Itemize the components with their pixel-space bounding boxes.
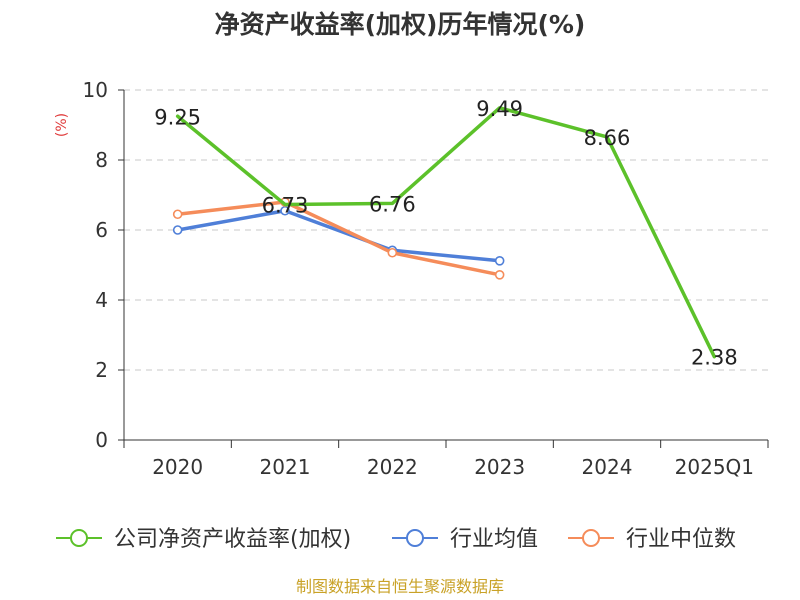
series-1-point-3 [494,255,505,266]
y-tick-label-4: 8 [95,148,108,172]
data-label-3: 9.49 [476,97,523,121]
x-tick-label-3: 2023 [474,455,525,479]
x-tick-label-2: 2022 [367,455,418,479]
y-tick-label-0: 0 [95,428,108,452]
data-labels: 9.25 6.73 6.76 9.49 8.66 2.38 [154,97,737,370]
series-2-point-0 [172,209,183,220]
legend-label-2: 行业中位数 [626,527,736,552]
grid [124,89,768,371]
legend: 公司净资产收益率(加权) 行业均值 行业中位数 [56,527,736,552]
series-1-point-0 [172,225,183,235]
series [172,106,717,359]
legend-marker-1 [406,529,424,547]
y-axis-unit: (%) [54,113,70,137]
data-label-2: 6.76 [369,192,416,216]
legend-marker-2 [582,529,600,547]
y-tick-label-1: 2 [95,358,108,382]
x-tick-label-5: 2025Q1 [675,455,754,479]
axes: 0 2 4 6 8 10 2020 2021 2022 2023 2024 2025Q1 [83,78,769,479]
data-label-4: 8.66 [584,126,631,150]
data-label-0: 9.25 [154,105,201,129]
legend-label-1: 行业均值 [450,527,538,552]
series-line-2 [175,200,502,277]
series-2-point-3 [494,269,505,280]
data-label-1: 6.73 [262,193,309,217]
y-tick-label-3: 6 [95,218,108,242]
y-tick-label-2: 4 [95,288,108,312]
data-label-5: 2.38 [691,346,738,370]
chart-title: 净资产收益率(加权)历年情况(%) [215,10,586,39]
source-note: 制图数据来自恒生聚源数据库 [296,577,504,596]
series-line-0 [175,106,717,359]
legend-marker-0 [70,529,88,547]
series-line-1 [175,209,502,263]
y-tick-label-5: 10 [83,78,108,102]
x-tick-label-1: 2021 [260,455,311,479]
x-tick-label-4: 2024 [582,455,633,479]
series-2-point-2 [387,247,398,258]
legend-label-0: 公司净资产收益率(加权) [114,527,351,552]
x-tick-label-0: 2020 [152,455,203,479]
